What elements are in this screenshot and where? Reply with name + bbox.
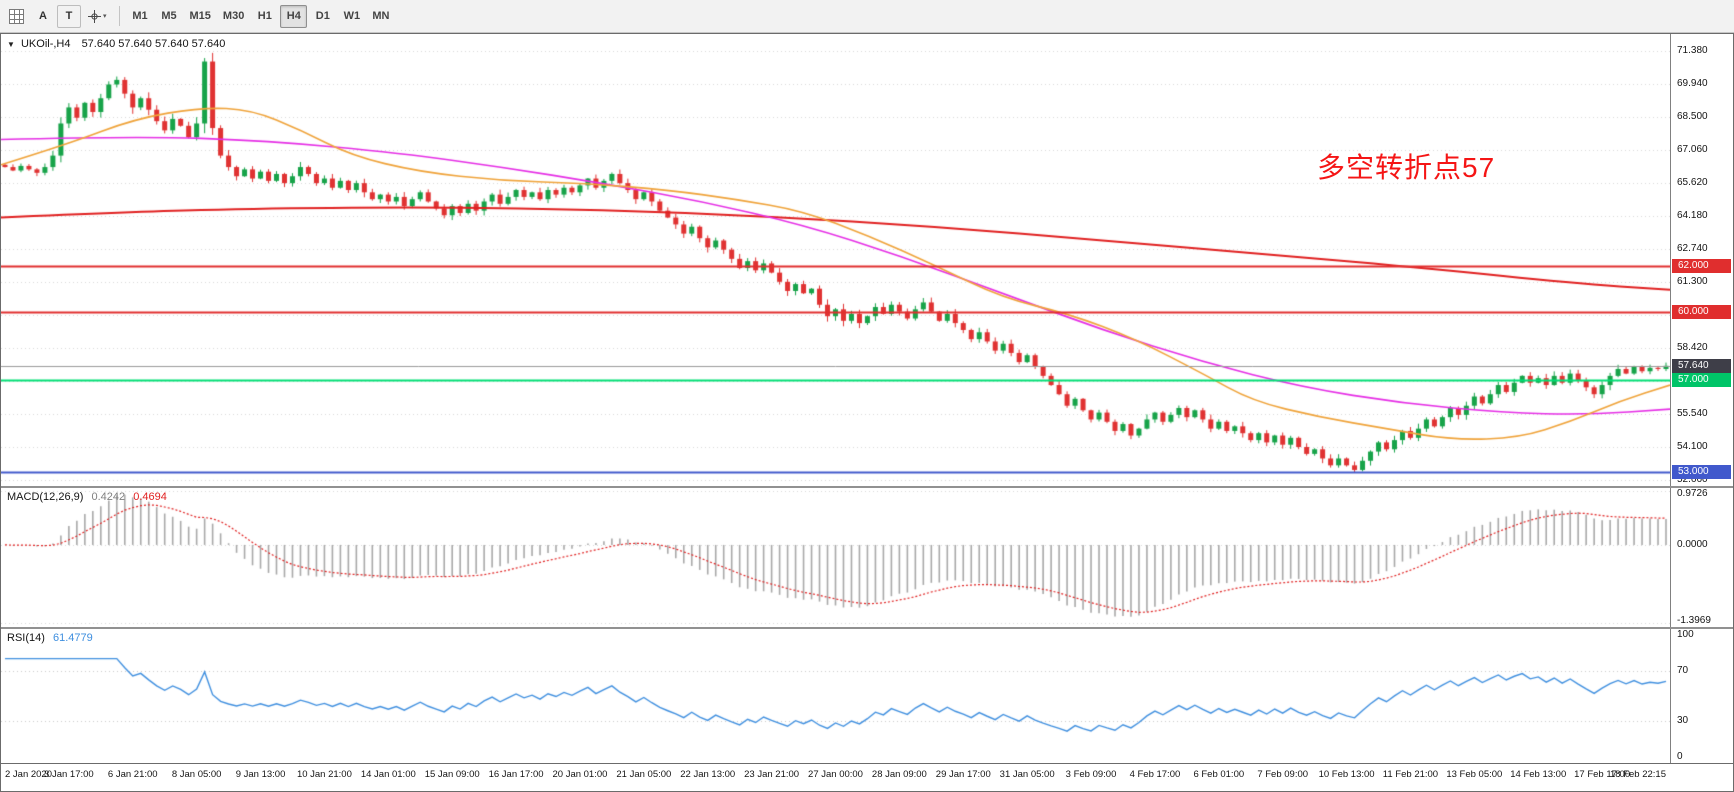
price-axis-label: 68.500 [1677, 110, 1708, 122]
time-axis-label: 10 Feb 13:00 [1318, 769, 1375, 780]
rsi-name: RSI(14) [7, 632, 45, 644]
timeframe-button-h4[interactable]: H4 [280, 4, 308, 28]
chevron-down-icon: ▾ [103, 13, 107, 20]
time-axis-label: 17 Feb 17:00 [1574, 769, 1631, 780]
timeframe-buttons: M1 M5 M15 M30 H1 H4 D1 W1 MN [127, 4, 395, 28]
price-axis-label: 69.940 [1677, 77, 1708, 89]
time-axis-label: 21 Jan 05:00 [616, 769, 672, 780]
rsi-chart-canvas[interactable] [1, 629, 1670, 763]
arrow-tool-button[interactable]: A [39, 10, 47, 22]
text-tool-button[interactable]: T [57, 4, 81, 28]
rsi-axis-label: 30 [1677, 715, 1689, 727]
price-badge: 53.000 [1672, 465, 1731, 480]
rsi-axis-label: 100 [1677, 629, 1694, 640]
timeframe-button-d1[interactable]: D1 [315, 10, 330, 22]
time-axis-label: 4 Feb 17:00 [1129, 769, 1181, 780]
symbols-grid-icon[interactable] [4, 5, 29, 28]
candlestick-chart-canvas[interactable] [1, 34, 1670, 486]
toolbar-separator [118, 6, 120, 26]
timeframe-button-h1[interactable]: H1 [257, 10, 272, 22]
price-badge: 57.640 [1672, 358, 1731, 373]
macd-signal-value: 0.4694 [133, 491, 167, 503]
chart-symbol-period: UKOil-,H4 [20, 38, 71, 50]
time-axis-label: 13 Feb 05:00 [1446, 769, 1503, 780]
pane-divider[interactable] [1, 486, 1733, 488]
time-axis-label: 20 Jan 01:00 [552, 769, 608, 780]
rsi-axis-label: 0 [1677, 751, 1683, 762]
time-axis[interactable]: 2 Jan 2020 3 Jan 17:00 6 Jan 21:00 8 Jan 05… [1, 763, 1733, 789]
time-axis-label: 14 Feb 13:00 [1510, 769, 1567, 780]
price-axis-label: 62.740 [1677, 242, 1708, 254]
rsi-value: 61.4779 [52, 632, 93, 644]
price-axis-label: 67.060 [1677, 143, 1708, 155]
chart-annotation-text: 多空转折点57 [1317, 152, 1496, 183]
time-axis-label: 27 Jan 00:00 [808, 769, 863, 780]
time-axis-label: 8 Jan 05:00 [171, 769, 222, 780]
macd-axis-label: 0.0000 [1677, 538, 1708, 550]
main-chart-pane: ▼ UKOil-,H4 57.640 57.640 57.640 57.640 … [1, 34, 1733, 486]
rsi-label: RSI(14) 61.4779 [7, 632, 93, 644]
timeframe-button-m30[interactable]: M30 [222, 10, 245, 22]
time-axis-label: 2 Jan 2020 [4, 769, 52, 780]
price-badge: 57.000 [1672, 373, 1731, 388]
macd-axis[interactable]: 0.9726 0.0000 -1.3969 [1670, 488, 1733, 627]
macd-axis-label: -1.3969 [1677, 615, 1711, 626]
time-axis-label: 10 Jan 21:00 [296, 769, 352, 780]
timeframe-button-w1[interactable]: W1 [343, 10, 361, 22]
price-axis-label: 52.660 [1677, 474, 1708, 486]
time-axis-label: 16 Jan 17:00 [488, 769, 544, 780]
macd-label: MACD(12,26,9) 0.4242 0.4694 [7, 491, 167, 503]
crosshair-icon [88, 9, 101, 23]
time-axis-label: 18 Feb 22:15 [1610, 769, 1666, 780]
price-axis-label: 54.100 [1677, 440, 1708, 452]
time-axis-label: 14 Jan 01:00 [360, 769, 416, 780]
time-axis-label: 7 Feb 09:00 [1257, 769, 1309, 780]
time-axis-label: 15 Jan 09:00 [424, 769, 480, 780]
timeframe-button-m15[interactable]: M15 [189, 10, 211, 22]
rsi-axis-label: 70 [1677, 664, 1689, 676]
macd-pane: MACD(12,26,9) 0.4242 0.4694 0.9726 0.0000… [1, 488, 1733, 627]
time-axis-label: 3 Jan 17:00 [44, 769, 94, 780]
macd-axis-label: 0.9726 [1677, 488, 1708, 499]
time-axis-label: 9 Jan 13:00 [235, 769, 286, 780]
timeframe-button-m5[interactable]: M5 [161, 10, 177, 22]
chart-window: ▼ UKOil-,H4 57.640 57.640 57.640 57.640 … [0, 33, 1734, 792]
timeframe-button-m1[interactable]: M1 [132, 10, 148, 22]
price-axis-label: 71.380 [1677, 44, 1708, 56]
timeframe-button-mn[interactable]: MN [372, 10, 390, 22]
pane-divider[interactable] [1, 627, 1733, 629]
rsi-axis[interactable]: 100 70 30 0 [1670, 629, 1733, 763]
price-axis[interactable]: 71.380 69.940 68.500 67.060 65.620 64.180 62.7… [1670, 34, 1733, 486]
time-axis-label: 23 Jan 21:00 [744, 769, 800, 780]
time-axis-label: 6 Jan 21:00 [107, 769, 158, 780]
price-axis-label: 64.180 [1677, 209, 1708, 221]
price-badge: 60.000 [1672, 304, 1731, 319]
time-axis-label: 28 Jan 09:00 [871, 769, 927, 780]
time-axis-label: 31 Jan 05:00 [999, 769, 1055, 780]
chart-ohlc-values: 57.640 57.640 57.640 57.640 [81, 38, 226, 50]
time-axis-label: 6 Feb 01:00 [1193, 769, 1245, 780]
time-axis-label: 11 Feb 21:00 [1382, 769, 1439, 780]
macd-main-value: 0.4242 [91, 491, 126, 503]
chart-title: ▼ UKOil-,H4 57.640 57.640 57.640 57.640 [7, 38, 225, 50]
toolbar: A T ▾ M1 M5 M15 M30 H1 H4 D1 W1 MN [0, 0, 1734, 33]
rsi-pane: RSI(14) 61.4779 100 70 30 0 [1, 629, 1733, 763]
price-axis-label: 58.420 [1677, 341, 1708, 353]
time-axis-label: 29 Jan 17:00 [935, 769, 991, 780]
price-badge: 62.000 [1672, 258, 1731, 273]
macd-chart-canvas[interactable] [1, 488, 1670, 627]
time-axis-label: 22 Jan 13:00 [680, 769, 736, 780]
crosshair-tool-button[interactable]: ▾ [83, 5, 112, 28]
macd-name: MACD(12,26,9) [7, 491, 84, 503]
time-axis-label: 3 Feb 09:00 [1065, 769, 1117, 780]
price-axis-label: 61.300 [1677, 275, 1708, 287]
price-axis-label: 55.540 [1677, 407, 1708, 419]
one-click-trading-icon[interactable]: ▼ [7, 40, 15, 49]
price-axis-label: 65.620 [1677, 176, 1708, 188]
